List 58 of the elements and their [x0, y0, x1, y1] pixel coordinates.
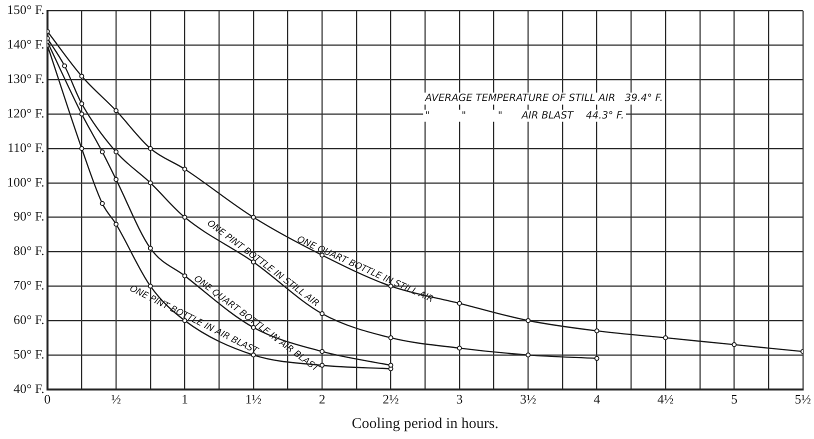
x-tick-label: 3½	[520, 392, 537, 407]
point	[456, 346, 462, 351]
x-tick-label: 2	[318, 392, 326, 407]
point	[250, 214, 256, 220]
point	[79, 101, 84, 106]
point	[114, 176, 119, 182]
x-tick-label: 1	[182, 392, 188, 407]
point	[79, 112, 84, 117]
annotation: " " " AIR BLAST 44.3° F.	[425, 110, 624, 122]
point	[594, 328, 600, 334]
y-tick-label: 70° F.	[13, 278, 44, 293]
point	[388, 335, 394, 340]
x-axis-title: Cooling period in hours.	[352, 416, 498, 432]
y-tick-label: 140° F.	[6, 36, 44, 52]
y-tick-label: 120° F.	[6, 105, 44, 120]
annotation: AVERAGE TEMPERATURE OF STILL AIR 39.4° F.	[424, 93, 663, 104]
y-tick-label: 60° F.	[13, 312, 44, 327]
y-tick-label: 80° F.	[13, 243, 44, 258]
point	[114, 149, 119, 154]
y-tick-label: 90° F.	[13, 208, 44, 224]
point	[320, 311, 325, 316]
x-tick-label: 0	[44, 392, 51, 407]
x-tick-label: 5	[730, 392, 738, 407]
point	[114, 222, 119, 227]
y-tick-label: 50° F.	[13, 346, 44, 362]
y-tick-label: 40° F.	[13, 380, 44, 396]
point	[594, 356, 600, 361]
point	[456, 300, 462, 306]
point	[148, 246, 153, 251]
point	[182, 166, 188, 172]
point	[526, 352, 531, 358]
point	[182, 214, 188, 220]
x-tick-label: 3	[456, 392, 463, 407]
point	[526, 318, 531, 324]
point	[388, 284, 394, 289]
point	[100, 149, 105, 154]
y-tick-label: 110° F.	[7, 140, 44, 155]
point	[148, 146, 153, 151]
point	[100, 201, 105, 206]
y-tick-label: 130° F.	[6, 71, 44, 86]
point	[114, 108, 119, 114]
point	[62, 63, 68, 68]
x-tick-label: 4	[594, 392, 601, 407]
point	[79, 146, 84, 151]
point	[250, 352, 256, 358]
x-tick-label: 5½	[794, 392, 812, 407]
x-tick-label: 4½	[657, 392, 674, 407]
point	[388, 362, 394, 368]
x-tick-label: ½	[111, 392, 122, 407]
point	[148, 180, 153, 186]
y-tick-label: 150° F.	[6, 2, 44, 18]
x-tick-label: 2½	[382, 392, 400, 407]
point	[663, 335, 668, 340]
x-tick-label: 1½	[245, 392, 262, 407]
point	[732, 342, 737, 348]
point	[182, 273, 188, 278]
y-tick-label: 100° F.	[6, 174, 44, 190]
point	[79, 74, 84, 79]
